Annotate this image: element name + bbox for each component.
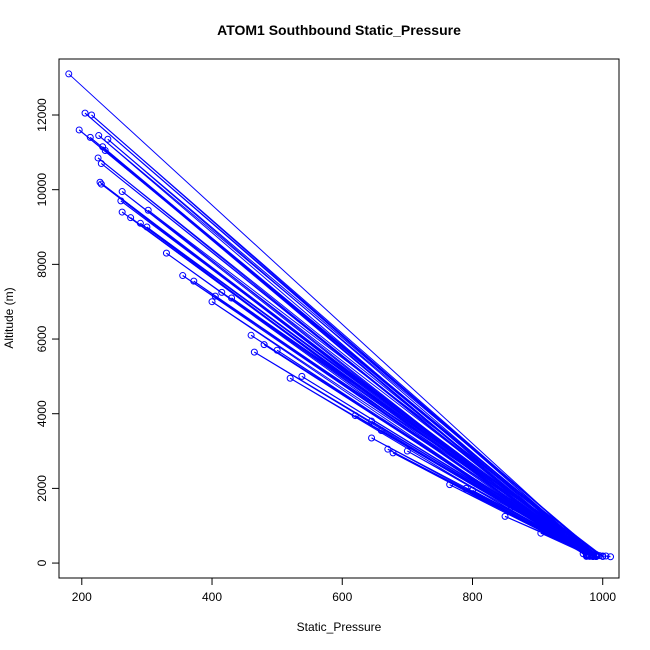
data-point xyxy=(96,178,104,186)
series-segment xyxy=(98,135,591,557)
data-point xyxy=(179,272,187,280)
data-point xyxy=(462,484,470,492)
series-segment xyxy=(511,506,597,557)
data-point xyxy=(582,550,590,558)
data-point xyxy=(589,552,597,560)
x-tick-label: 800 xyxy=(462,590,482,604)
data-point xyxy=(602,552,610,560)
series-segment xyxy=(146,226,594,557)
series-segment xyxy=(214,295,594,557)
data-point xyxy=(260,341,268,349)
data-point xyxy=(599,552,607,560)
data-point xyxy=(97,180,105,188)
data-point xyxy=(86,133,94,141)
y-tick-label: 0 xyxy=(35,559,49,566)
data-point xyxy=(190,277,198,285)
data-point xyxy=(273,346,281,354)
data-point xyxy=(118,208,126,216)
x-axis: 200 400 600 800 1000 xyxy=(72,577,616,604)
data-point xyxy=(95,132,103,140)
data-point xyxy=(384,445,392,453)
data-point xyxy=(211,292,219,300)
x-tick-label: 200 xyxy=(72,590,92,604)
data-point xyxy=(143,223,151,231)
data-series xyxy=(65,70,615,561)
data-point xyxy=(377,427,385,435)
data-point xyxy=(162,249,170,257)
series-segment xyxy=(540,532,590,557)
y-tick-label: 8000 xyxy=(35,251,49,278)
data-point xyxy=(586,552,594,560)
data-point xyxy=(595,552,603,560)
data-point xyxy=(286,374,294,382)
data-point xyxy=(136,219,144,227)
y-tick-label: 4000 xyxy=(35,400,49,427)
data-point xyxy=(368,417,376,425)
chart-title: ATOM1 Southbound Static_Pressure xyxy=(217,22,461,38)
data-point xyxy=(118,188,126,196)
y-axis-label: Altitude (m) xyxy=(2,287,16,348)
series-segment xyxy=(231,297,594,557)
data-point xyxy=(218,288,226,296)
data-point xyxy=(368,434,376,442)
series-segment xyxy=(231,297,604,557)
data-point xyxy=(117,197,125,205)
x-tick-label: 600 xyxy=(332,590,352,604)
y-tick-label: 6000 xyxy=(35,325,49,352)
data-point xyxy=(101,146,109,154)
data-point xyxy=(75,126,83,134)
x-tick-label: 1000 xyxy=(589,590,616,604)
data-point xyxy=(127,214,135,222)
data-point xyxy=(501,512,509,520)
data-point xyxy=(446,481,454,489)
data-point xyxy=(403,447,411,455)
data-point xyxy=(351,412,359,420)
y-tick-label: 12000 xyxy=(35,98,49,132)
data-point xyxy=(88,111,96,119)
data-point xyxy=(537,529,545,537)
series-segment xyxy=(147,209,587,556)
x-tick-label: 400 xyxy=(202,590,222,604)
data-point xyxy=(247,331,255,339)
data-point xyxy=(144,206,152,214)
y-axis: 0 2000 4000 6000 8000 10000 12000 xyxy=(35,98,60,566)
data-point xyxy=(298,372,306,380)
series-segment xyxy=(221,291,594,557)
data-point xyxy=(97,160,105,168)
data-point xyxy=(228,294,236,302)
data-point xyxy=(208,298,216,306)
data-point xyxy=(592,552,600,560)
data-point xyxy=(81,109,89,117)
data-point xyxy=(508,503,516,511)
data-point xyxy=(65,70,73,78)
series-segment xyxy=(605,555,611,558)
series-segment xyxy=(98,135,600,556)
data-point xyxy=(250,348,258,356)
series-segment xyxy=(68,73,594,555)
series-segment xyxy=(97,157,597,557)
data-point xyxy=(104,135,112,143)
series-segment xyxy=(91,114,594,556)
series-segment xyxy=(301,375,597,557)
data-point xyxy=(94,154,102,162)
x-axis-label: Static_Pressure xyxy=(297,620,382,634)
data-point xyxy=(468,486,476,494)
y-tick-label: 2000 xyxy=(35,475,49,502)
data-point xyxy=(607,553,615,561)
data-point xyxy=(389,449,397,457)
series-segment xyxy=(107,138,600,556)
series-segment xyxy=(147,209,604,557)
y-tick-label: 10000 xyxy=(35,173,49,207)
